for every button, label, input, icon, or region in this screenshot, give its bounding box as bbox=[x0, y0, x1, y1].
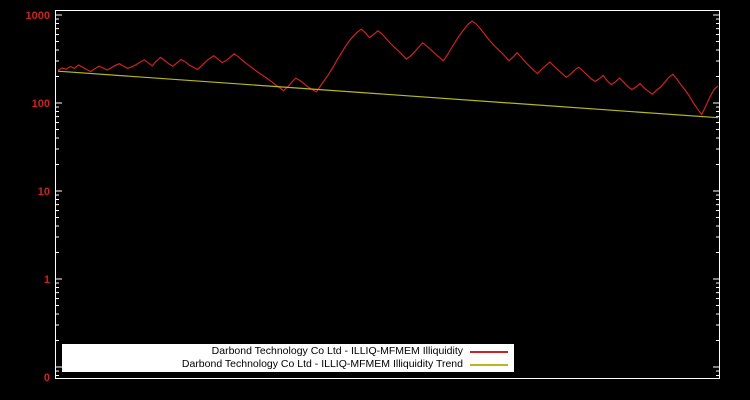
series-line-0 bbox=[57, 20, 719, 116]
plot-lines bbox=[57, 20, 719, 119]
legend-line-sample-red bbox=[470, 350, 508, 353]
y-axis-ticks bbox=[55, 14, 720, 377]
legend-row-illiquidity: Darbond Technology Co Ltd - ILLIQ-MFMEM … bbox=[68, 345, 508, 358]
y-tick-label-0: 0 bbox=[44, 372, 50, 384]
y-tick-label-1: 1 bbox=[44, 274, 50, 286]
legend-row-trend: Darbond Technology Co Ltd - ILLIQ-MFMEM … bbox=[68, 358, 508, 371]
plot-border bbox=[55, 10, 720, 379]
legend-label-illiquidity: Darbond Technology Co Ltd - ILLIQ-MFMEM … bbox=[211, 345, 463, 357]
legend: Darbond Technology Co Ltd - ILLIQ-MFMEM … bbox=[62, 344, 514, 372]
y-tick-label-1000: 1000 bbox=[26, 10, 50, 22]
legend-line-sample-yellow bbox=[470, 363, 508, 366]
series-line-1 bbox=[57, 70, 719, 119]
legend-label-trend: Darbond Technology Co Ltd - ILLIQ-MFMEM … bbox=[181, 358, 463, 370]
y-tick-label-100: 100 bbox=[32, 98, 50, 110]
y-tick-label-10: 10 bbox=[38, 186, 50, 198]
